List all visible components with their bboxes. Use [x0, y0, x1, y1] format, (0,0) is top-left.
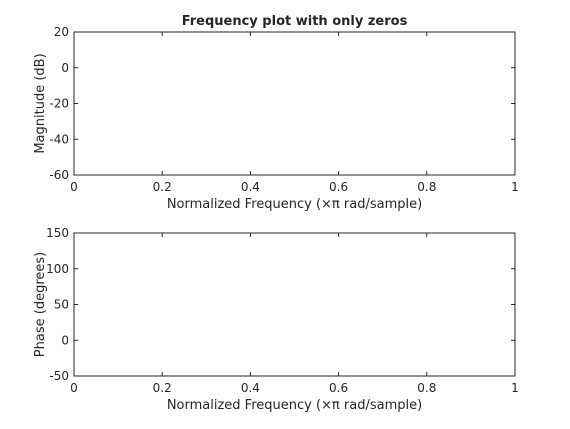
x-tick-label: 0.4	[241, 381, 260, 395]
x-tick-label: 1	[511, 381, 519, 395]
y-tick-label: -20	[49, 97, 69, 111]
chart-title: Frequency plot with only zeros	[182, 14, 408, 29]
x-tick-label: 0.2	[153, 180, 172, 194]
x-tick-label: 0.4	[241, 180, 260, 194]
y-tick-label: 150	[46, 226, 69, 240]
x-tick-label: 0	[70, 180, 78, 194]
y-tick-label: -60	[49, 168, 69, 182]
y-tick-label: -50	[49, 369, 69, 383]
x-tick-label: 0.8	[417, 180, 436, 194]
y-tick-label: -40	[49, 132, 69, 146]
y-tick-label: 50	[54, 298, 69, 312]
y-axis-label: Phase (degrees)	[33, 252, 48, 357]
y-tick-label: 20	[54, 25, 69, 39]
x-axis-label: Normalized Frequency (×π rad/sample)	[167, 398, 422, 413]
x-tick-label: 0.2	[153, 381, 172, 395]
axes-box	[73, 232, 516, 377]
axes-box	[73, 31, 516, 176]
x-tick-label: 0.8	[417, 381, 436, 395]
subplot-1: 0 0.2 0.4 0.6 0.8 1 -60 -40 -20 0 20 Normalized Fre…	[33, 14, 519, 212]
y-tick-label: 100	[46, 262, 69, 276]
x-tick-label: 0	[70, 381, 78, 395]
x-tick-label: 0.6	[329, 180, 348, 194]
x-axis-label: Normalized Frequency (×π rad/sample)	[167, 197, 422, 212]
y-axis-label: Magnitude (dB)	[33, 53, 48, 153]
y-tick-label: 0	[61, 333, 69, 347]
x-tick-label: 0.6	[329, 381, 348, 395]
y-tick-label: 0	[61, 61, 69, 75]
x-tick-label: 1	[511, 180, 519, 194]
